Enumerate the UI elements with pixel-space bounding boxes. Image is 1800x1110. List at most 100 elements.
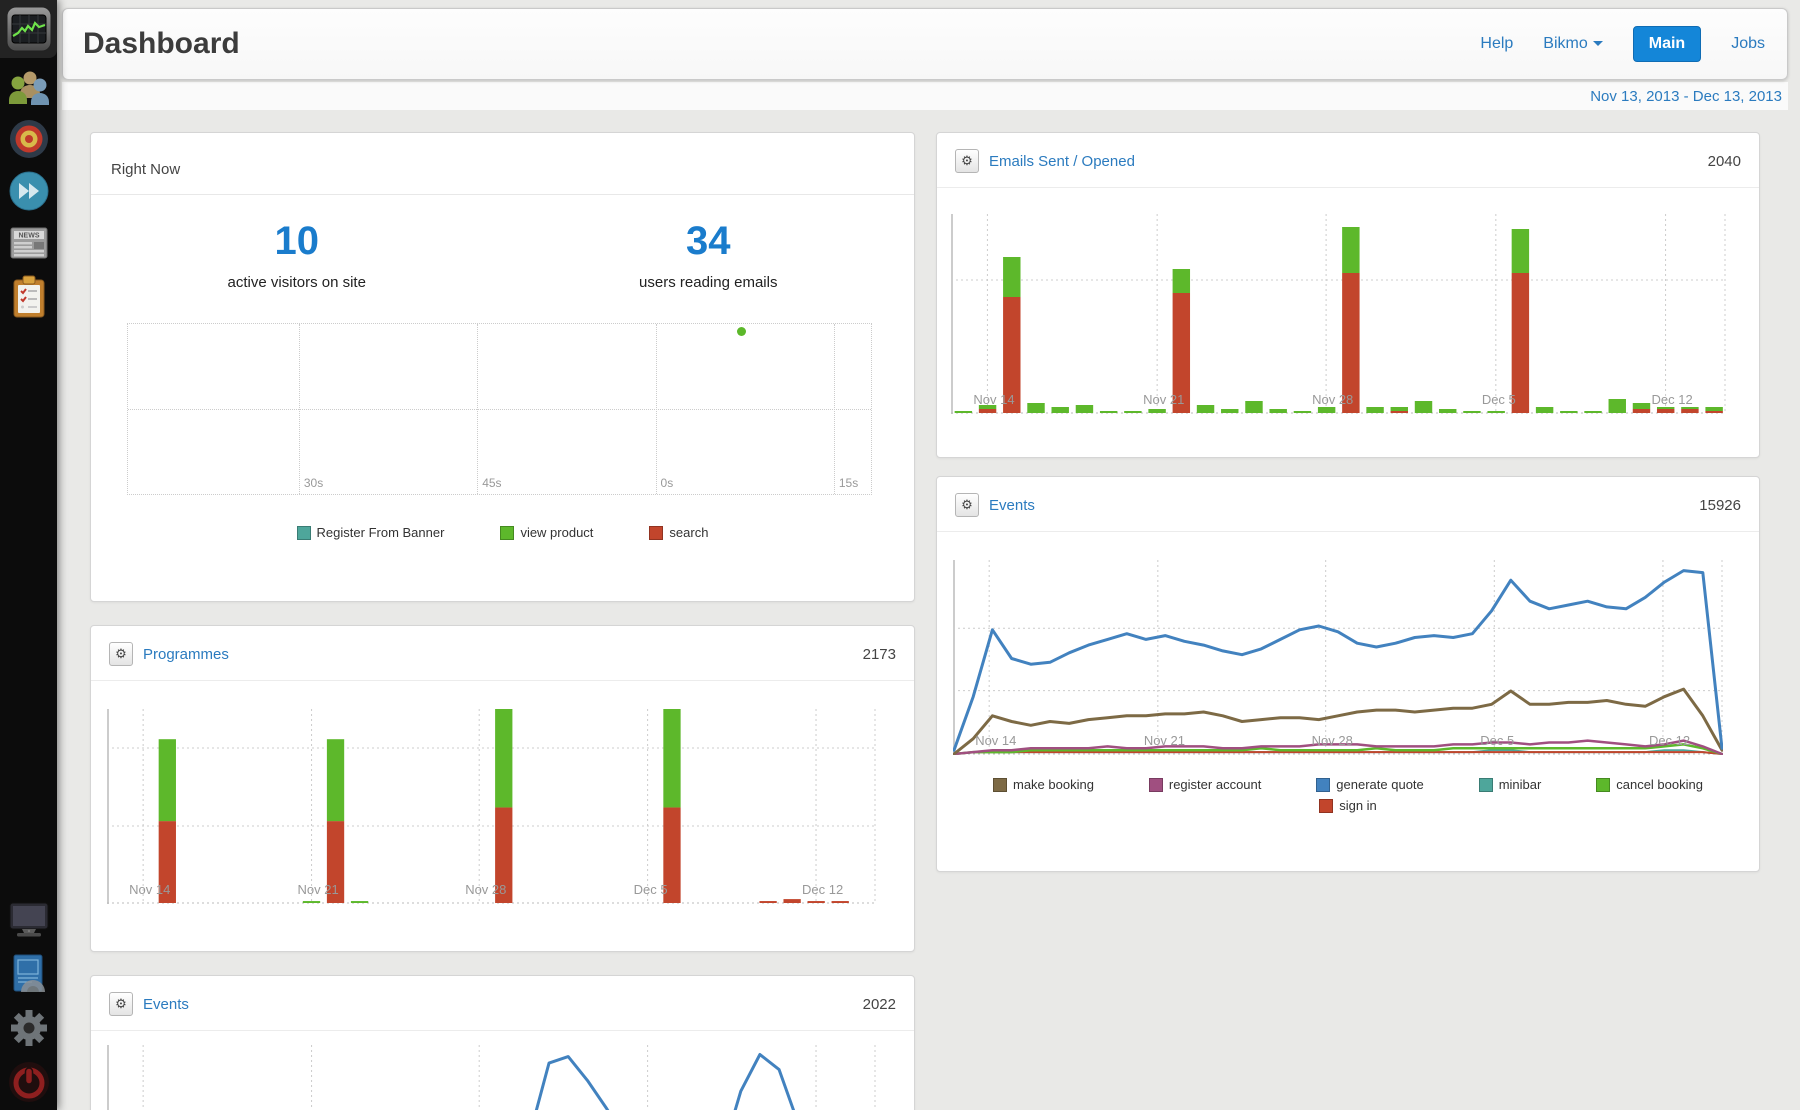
help-link[interactable]: Help bbox=[1480, 35, 1514, 52]
svg-text:Dec 5: Dec 5 bbox=[634, 882, 668, 897]
panel-title-link[interactable]: Emails Sent / Opened bbox=[989, 152, 1135, 170]
legend-item: view product bbox=[500, 525, 593, 540]
svg-text:Dec 5: Dec 5 bbox=[1480, 733, 1514, 748]
divider bbox=[91, 194, 914, 195]
svg-text:Nov 14: Nov 14 bbox=[975, 733, 1016, 748]
svg-text:Nov 21: Nov 21 bbox=[298, 882, 339, 897]
panel-right-now: Right Now 10 active visitors on site 34 … bbox=[90, 132, 915, 602]
legend-swatch bbox=[993, 777, 1007, 792]
events-line-chart: Nov 14 Nov 21 Nov 28 Dec 5 Dec 12 bbox=[953, 560, 1723, 755]
legend: make booking register account generate q… bbox=[937, 777, 1759, 813]
legend-label: make booking bbox=[1013, 777, 1094, 792]
panel-events-right: ⚙ Events 15926 Nov 14 Nov 21 Nov 28 Dec 5 De… bbox=[936, 476, 1760, 872]
svg-text:Nov 21: Nov 21 bbox=[1144, 733, 1185, 748]
stat-label: active visitors on site bbox=[227, 274, 366, 291]
tasks-clipboard-icon[interactable] bbox=[9, 274, 49, 320]
axis-tick: 45s bbox=[482, 476, 502, 490]
panel-programmes: ⚙ Programmes 2173 Nov 14 Nov 21 Nov 28 Dec … bbox=[90, 625, 915, 952]
panel-total: 2040 bbox=[1707, 152, 1741, 170]
account-dropdown[interactable]: Bikmo bbox=[1543, 35, 1603, 53]
legend-swatch bbox=[1319, 798, 1334, 813]
stat-active-visitors: 10 active visitors on site bbox=[91, 219, 503, 291]
jobs-link[interactable]: Jobs bbox=[1731, 35, 1765, 52]
axis-tick: 0s bbox=[660, 476, 674, 490]
legend-item: cancel booking bbox=[1596, 777, 1703, 792]
main-button[interactable]: Main bbox=[1632, 26, 1702, 62]
gear-icon[interactable]: ⚙ bbox=[955, 149, 979, 173]
top-nav: Help Bikmo Main Jobs bbox=[1480, 26, 1765, 62]
svg-text:Dec 12: Dec 12 bbox=[802, 882, 843, 897]
panel-title: Right Now bbox=[111, 161, 181, 178]
stat-users-reading-emails: 34 users reading emails bbox=[503, 219, 915, 291]
svg-text:Nov 21: Nov 21 bbox=[1143, 392, 1184, 407]
legend-label: view product bbox=[520, 525, 594, 540]
gear-icon[interactable]: ⚙ bbox=[109, 992, 133, 1016]
gear-icon[interactable]: ⚙ bbox=[109, 642, 133, 666]
emails-bar-chart: Nov 14 Nov 21 Nov 28 Dec 5 Dec 12 bbox=[951, 214, 1726, 414]
legend-label: cancel booking bbox=[1616, 777, 1703, 792]
blueprint-icon[interactable] bbox=[7, 952, 51, 998]
realtime-stats: 10 active visitors on site 34 users read… bbox=[91, 219, 914, 291]
panel-title-link[interactable]: Events bbox=[143, 995, 189, 1013]
legend-swatch bbox=[1316, 777, 1331, 792]
programmes-bar-chart: Nov 14 Nov 21 Nov 28 Dec 5 Dec 12 bbox=[107, 709, 876, 904]
date-range-picker[interactable]: Nov 13, 2013 - Dec 13, 2013 bbox=[1590, 87, 1782, 105]
analytics-logo-icon[interactable] bbox=[6, 6, 52, 52]
axis-tick: 15s bbox=[838, 476, 859, 490]
legend-label: generate quote bbox=[1336, 777, 1424, 792]
stat-value: 10 bbox=[274, 219, 320, 263]
axis-tick: 30s bbox=[303, 476, 324, 490]
svg-text:Dec 5: Dec 5 bbox=[1482, 392, 1516, 407]
legend-label: sign in bbox=[1339, 798, 1377, 813]
users-icon[interactable] bbox=[8, 68, 50, 110]
sidebar: NEWS bbox=[0, 0, 57, 1110]
legend-item: search bbox=[649, 525, 708, 540]
svg-text:NEWS: NEWS bbox=[18, 233, 39, 240]
legend-label: register account bbox=[1168, 777, 1262, 792]
panel-emails-sent-opened: ⚙ Emails Sent / Opened 2040 Nov 14 Nov 21… bbox=[936, 132, 1760, 458]
panel-total: 15926 bbox=[1699, 496, 1741, 514]
legend-swatch bbox=[500, 525, 515, 540]
legend-swatch bbox=[1478, 777, 1493, 792]
svg-text:Dec 12: Dec 12 bbox=[1652, 392, 1693, 407]
legend-swatch bbox=[649, 525, 664, 540]
svg-text:Dec 12: Dec 12 bbox=[1649, 733, 1690, 748]
legend-item: sign in bbox=[1319, 798, 1377, 813]
gear-icon[interactable]: ⚙ bbox=[955, 493, 979, 517]
legend-swatch bbox=[1148, 777, 1163, 792]
svg-text:Nov 28: Nov 28 bbox=[1312, 392, 1353, 407]
svg-text:Nov 14: Nov 14 bbox=[129, 882, 170, 897]
panel-total: 2173 bbox=[862, 645, 896, 663]
chevron-down-icon bbox=[1592, 41, 1603, 47]
data-point-view-product bbox=[737, 327, 747, 336]
legend-item: Register From Banner bbox=[296, 525, 444, 540]
legend-item: register account bbox=[1148, 777, 1262, 792]
header-bar: Dashboard Help Bikmo Main Jobs bbox=[62, 8, 1788, 80]
sub-header: Nov 13, 2013 - Dec 13, 2013 bbox=[62, 82, 1788, 110]
legend-label: minibar bbox=[1498, 777, 1542, 792]
panel-title-link[interactable]: Programmes bbox=[143, 645, 229, 663]
monitor-icon[interactable] bbox=[7, 900, 51, 942]
power-icon[interactable] bbox=[7, 1060, 51, 1104]
svg-text:Nov 14: Nov 14 bbox=[973, 392, 1014, 407]
settings-gear-icon[interactable] bbox=[7, 1006, 51, 1050]
target-icon[interactable] bbox=[8, 118, 50, 160]
fast-forward-icon[interactable] bbox=[8, 170, 50, 212]
news-icon[interactable]: NEWS bbox=[8, 222, 50, 264]
legend-item: minibar bbox=[1478, 777, 1542, 792]
stat-value: 34 bbox=[686, 219, 731, 263]
legend-swatch bbox=[296, 525, 311, 540]
legend-swatch bbox=[1596, 777, 1611, 792]
account-label: Bikmo bbox=[1543, 35, 1588, 52]
panel-title-link[interactable]: Events bbox=[989, 496, 1035, 514]
svg-text:Nov 28: Nov 28 bbox=[1312, 733, 1353, 748]
legend-item: make booking bbox=[993, 777, 1094, 792]
panel-total: 2022 bbox=[862, 995, 896, 1013]
legend-label: search bbox=[669, 525, 709, 540]
gridline bbox=[128, 409, 871, 410]
legend-item: generate quote bbox=[1316, 777, 1424, 792]
panel-header: ⚙ Emails Sent / Opened 2040 bbox=[937, 133, 1759, 188]
realtime-chart: 30s 45s 0s 15s bbox=[127, 323, 872, 495]
